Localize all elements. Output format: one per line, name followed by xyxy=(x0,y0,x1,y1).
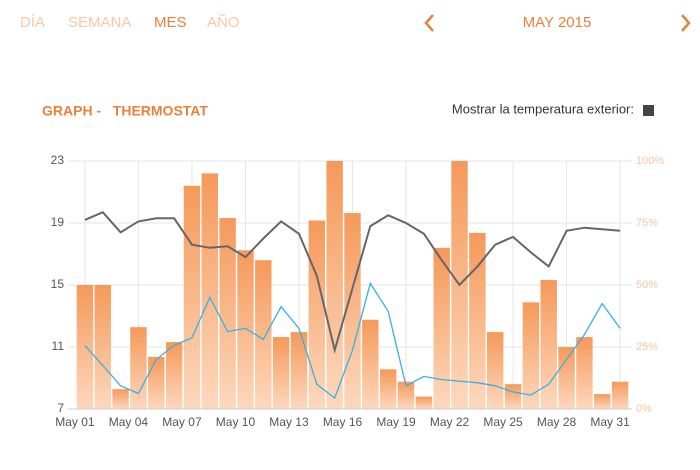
line xyxy=(84,281,621,400)
x-tick-label: May 01 xyxy=(55,415,95,429)
bar xyxy=(112,389,129,409)
y2-tick-label: 100% xyxy=(636,155,664,167)
bar xyxy=(183,185,201,409)
tab[interactable]: AÑO xyxy=(207,14,240,31)
next-arrow[interactable] xyxy=(681,14,691,32)
bar xyxy=(594,394,611,409)
toggle-checkbox[interactable] xyxy=(643,105,654,116)
y2-tick-label: 25% xyxy=(636,341,658,353)
y-tick-label: 15 xyxy=(51,277,65,291)
bar xyxy=(433,247,450,409)
bar xyxy=(272,337,290,409)
x-tick-label: May 10 xyxy=(216,415,256,429)
prev-arrow[interactable] xyxy=(424,14,434,32)
bar xyxy=(201,173,218,409)
bar xyxy=(255,260,272,409)
bar xyxy=(94,285,111,409)
x-tick-label: May 25 xyxy=(483,415,523,429)
x-tick-label: May 22 xyxy=(430,415,470,429)
bar xyxy=(469,232,486,409)
bar xyxy=(487,332,504,409)
y-tick-label: 7 xyxy=(57,401,64,415)
tab[interactable]: SEMANA xyxy=(68,14,131,31)
bar xyxy=(558,347,575,409)
x-tick-label: May 04 xyxy=(109,415,149,429)
bar xyxy=(397,381,415,409)
line xyxy=(84,210,621,355)
bar xyxy=(415,396,433,409)
y2-tick-label: 0% xyxy=(636,403,652,415)
bar xyxy=(379,369,397,409)
bar xyxy=(540,280,557,409)
bar xyxy=(130,327,147,409)
bar xyxy=(76,285,94,409)
bar xyxy=(308,220,326,409)
x-tick-label: May 19 xyxy=(376,415,416,429)
bar xyxy=(165,342,183,409)
x-tick-label: May 31 xyxy=(590,415,630,429)
y2-tick-label: 75% xyxy=(636,217,658,229)
tab[interactable]: DÍA xyxy=(20,14,45,31)
bar xyxy=(326,161,343,409)
bar xyxy=(576,337,593,409)
bar xyxy=(237,250,254,409)
bar xyxy=(148,356,165,409)
tab[interactable]: MES xyxy=(154,14,187,31)
bar xyxy=(219,218,236,409)
toggle-label: Mostrar la temperatura exterior: xyxy=(452,101,634,116)
y-tick-label: 11 xyxy=(52,339,65,353)
y2-tick-label: 50% xyxy=(636,279,658,291)
y-tick-label: 19 xyxy=(51,215,65,229)
bar xyxy=(290,332,308,409)
period-label: MAY 2015 xyxy=(523,14,592,31)
chart-title: GRAPH - THERMOSTAT xyxy=(42,103,208,119)
x-tick-label: May 13 xyxy=(269,415,309,429)
x-tick-label: May 07 xyxy=(162,415,202,429)
bar xyxy=(504,384,522,409)
bar xyxy=(611,381,629,409)
y-tick-label: 23 xyxy=(51,153,65,167)
x-tick-label: May 16 xyxy=(323,415,363,429)
bar xyxy=(362,319,379,409)
bar xyxy=(522,302,540,409)
x-tick-label: May 28 xyxy=(537,415,577,429)
